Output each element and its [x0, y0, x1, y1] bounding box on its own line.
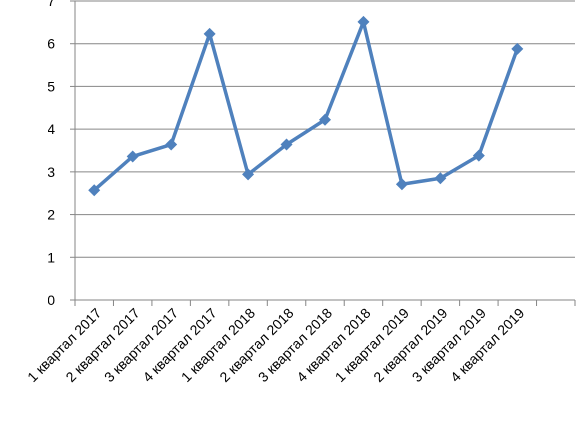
data-point — [88, 184, 101, 197]
y-tick-label: 6 — [47, 36, 55, 52]
y-tick-label: 7 — [47, 0, 55, 9]
y-tick-label: 0 — [47, 292, 55, 308]
data-point — [203, 27, 216, 40]
data-point — [280, 138, 293, 151]
data-point — [511, 42, 524, 55]
data-point — [395, 178, 408, 191]
data-point — [242, 168, 255, 181]
data-point — [165, 138, 178, 151]
series-line — [93, 20, 519, 192]
y-tick-label: 2 — [47, 207, 55, 223]
y-tick-label: 5 — [47, 78, 55, 94]
data-point — [472, 149, 485, 162]
y-axis-labels: 0 1 2 3 4 5 6 7 — [47, 0, 55, 308]
y-tick-label: 1 — [47, 249, 55, 265]
y-tick-label: 3 — [47, 164, 55, 180]
data-point — [357, 15, 370, 28]
data-point — [319, 113, 331, 126]
y-tick-label: 4 — [47, 121, 55, 137]
data-point — [434, 172, 447, 185]
data-point — [126, 150, 139, 163]
